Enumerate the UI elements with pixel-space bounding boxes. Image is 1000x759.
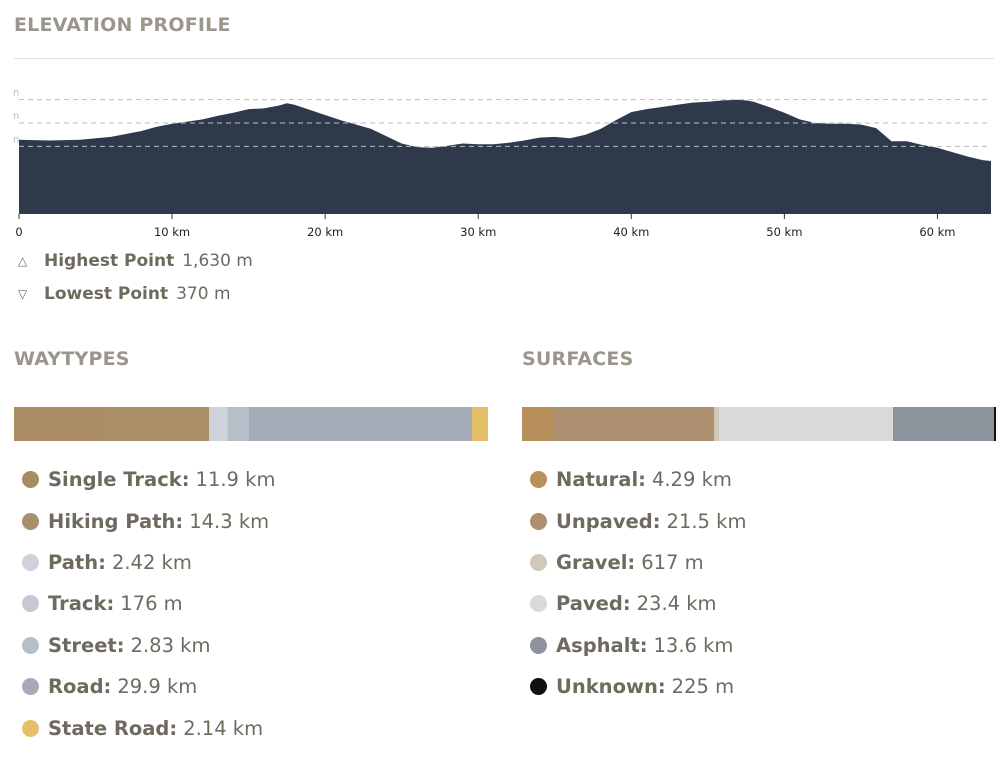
waytype-bar-segment[interactable]	[14, 407, 103, 441]
waytype-bar-segment[interactable]	[249, 407, 473, 441]
surface-legend-item[interactable]: Gravel: 617 m	[530, 542, 746, 583]
color-dot-icon	[530, 553, 547, 571]
waytype-legend-item[interactable]: Single Track: 11.9 km	[22, 459, 275, 500]
color-dot-icon	[22, 595, 39, 613]
surface-legend-value: 225 m	[671, 675, 735, 699]
color-dot-icon	[22, 553, 39, 571]
waytype-legend-value: 11.9 km	[195, 468, 276, 492]
lowest-point-label: Lowest Point	[44, 284, 169, 304]
color-dot-icon	[22, 471, 39, 489]
waytype-legend-item[interactable]: Path: 2.42 km	[22, 542, 275, 583]
lowest-point-stat: ▽ Lowest Point 370 m	[18, 284, 231, 304]
triangle-up-icon: △	[18, 254, 28, 268]
waytype-legend-value: 2.42 km	[111, 550, 192, 574]
highest-point-value: 1,630 m	[182, 251, 253, 271]
color-dot-icon	[22, 512, 39, 530]
x-tick-label: 40 km	[613, 225, 649, 239]
color-dot-icon	[530, 595, 547, 613]
x-tick-label: 50 km	[766, 225, 802, 239]
color-dot-icon	[22, 678, 39, 696]
section-divider	[14, 58, 994, 59]
waytype-bar-segment[interactable]	[209, 407, 228, 441]
surface-legend-name: Unpaved:	[556, 509, 661, 533]
color-dot-icon	[22, 719, 39, 737]
y-tick-label: n	[13, 111, 19, 122]
surface-legend-item[interactable]: Asphalt: 13.6 km	[530, 625, 746, 666]
surface-legend-value: 13.6 km	[653, 633, 734, 657]
x-tick-label: 30 km	[460, 225, 496, 239]
waytype-legend-value: 2.14 km	[183, 716, 264, 740]
waytypes-title: WAYTYPES	[14, 348, 130, 370]
triangle-down-icon: ▽	[18, 287, 28, 301]
waytype-legend-name: State Road:	[48, 716, 178, 740]
waytype-bar-segment[interactable]	[228, 407, 250, 441]
color-dot-icon	[22, 636, 39, 654]
surface-bar-segment[interactable]	[714, 407, 719, 441]
surface-legend-name: Asphalt:	[556, 633, 648, 657]
color-dot-icon	[530, 636, 547, 654]
surfaces-bar[interactable]	[522, 407, 996, 441]
elevation-chart[interactable]: n n n 0 10 km 20 km 30 km 40 km 50 km 60 km	[0, 70, 1000, 242]
waytype-legend-item[interactable]: Road: 29.9 km	[22, 666, 275, 707]
waytype-legend-name: Hiking Path:	[48, 509, 184, 533]
surfaces-title: SURFACES	[522, 348, 634, 370]
waytype-bar-segment[interactable]	[227, 407, 229, 441]
waytype-bar-segment[interactable]	[472, 407, 488, 441]
waytype-legend-value: 176 m	[120, 592, 183, 616]
surface-legend-value: 4.29 km	[651, 468, 732, 492]
surface-legend-value: 23.4 km	[636, 592, 717, 616]
color-dot-icon	[530, 512, 547, 530]
waytype-legend-item[interactable]: State Road: 2.14 km	[22, 707, 275, 748]
surfaces-legend: Natural: 4.29 km Unpaved: 21.5 km Gravel: 617…	[530, 459, 746, 707]
highest-point-label: Highest Point	[44, 251, 175, 271]
highest-point-stat: △ Highest Point 1,630 m	[18, 251, 253, 271]
surface-legend-item[interactable]: Unpaved: 21.5 km	[530, 500, 746, 541]
surface-bar-segment[interactable]	[892, 407, 995, 441]
surface-bar-segment[interactable]	[994, 407, 996, 441]
surface-bar-segment[interactable]	[522, 407, 554, 441]
surface-legend-value: 617 m	[641, 550, 704, 574]
elevation-profile-title: ELEVATION PROFILE	[14, 14, 231, 36]
surface-legend-item[interactable]: Paved: 23.4 km	[530, 583, 746, 624]
lowest-point-value: 370 m	[176, 284, 231, 304]
waytype-legend-name: Road:	[48, 675, 112, 699]
x-tick-label: 10 km	[154, 225, 190, 239]
waytype-legend-value: 14.3 km	[189, 509, 270, 533]
waytype-legend-item[interactable]: Hiking Path: 14.3 km	[22, 500, 275, 541]
surface-bar-segment[interactable]	[553, 407, 715, 441]
waytype-legend-name: Path:	[48, 550, 106, 574]
surface-legend-name: Natural:	[556, 468, 646, 492]
waytypes-legend: Single Track: 11.9 km Hiking Path: 14.3 km P…	[22, 459, 275, 749]
waytype-legend-item[interactable]: Track: 176 m	[22, 583, 275, 624]
elevation-area	[19, 99, 991, 214]
x-tick-label: 20 km	[307, 225, 343, 239]
surface-legend-name: Gravel:	[556, 550, 636, 574]
surface-legend-name: Paved:	[556, 592, 631, 616]
y-tick-label: n	[13, 88, 19, 99]
color-dot-icon	[530, 471, 547, 489]
surface-legend-item[interactable]: Unknown: 225 m	[530, 666, 746, 707]
waytype-bar-segment[interactable]	[102, 407, 210, 441]
x-tick-label: 0	[15, 225, 22, 239]
waytype-legend-name: Single Track:	[48, 468, 190, 492]
waytypes-bar[interactable]	[14, 407, 488, 441]
waytype-legend-value: 29.9 km	[117, 675, 198, 699]
surface-bar-segment[interactable]	[718, 407, 893, 441]
surface-legend-item[interactable]: Natural: 4.29 km	[530, 459, 746, 500]
surface-legend-value: 21.5 km	[666, 509, 747, 533]
y-tick-label: n	[13, 134, 19, 145]
surface-legend-name: Unknown:	[556, 675, 666, 699]
color-dot-icon	[530, 678, 547, 696]
waytype-legend-name: Street:	[48, 633, 125, 657]
waytype-legend-name: Track:	[48, 592, 115, 616]
waytype-legend-item[interactable]: Street: 2.83 km	[22, 625, 275, 666]
waytype-legend-value: 2.83 km	[130, 633, 211, 657]
x-tick-label: 60 km	[919, 225, 955, 239]
